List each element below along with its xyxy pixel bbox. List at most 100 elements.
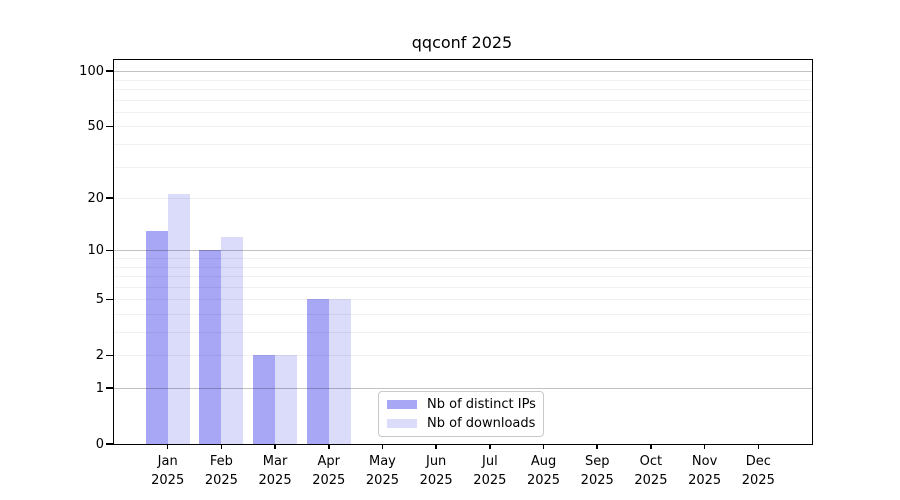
x-tick-label: Aug 2025 — [512, 452, 576, 490]
x-tick-year: 2025 — [312, 473, 346, 488]
y-tick-mark — [106, 354, 113, 356]
x-tick-month: Jul — [482, 454, 498, 469]
x-tick-label: Sep 2025 — [565, 452, 629, 490]
x-tick-mark — [489, 444, 491, 449]
gridline-minor — [114, 355, 812, 357]
x-tick-year: 2025 — [473, 473, 507, 488]
y-tick-label: 2 — [95, 347, 104, 363]
x-tick-year: 2025 — [688, 473, 722, 488]
bar-distinct-ips-feb — [199, 250, 222, 444]
legend-item-downloads: Nb of downloads — [387, 416, 535, 431]
x-tick-month: May — [369, 454, 396, 469]
x-tick-mark — [381, 444, 384, 449]
gridline-minor — [114, 313, 812, 315]
y-tick-mark — [106, 298, 113, 300]
y-tick-mark — [106, 70, 113, 72]
y-tick-mark — [106, 249, 113, 252]
y-tick-label: 100 — [79, 63, 104, 79]
x-tick-year: 2025 — [419, 473, 453, 488]
bar-distinct-ips-jan — [145, 230, 168, 444]
x-tick-label: Nov 2025 — [673, 452, 737, 490]
y-tick-label: 20 — [87, 190, 104, 206]
x-tick-label: Apr 2025 — [297, 452, 361, 490]
x-tick-label: Jan 2025 — [136, 452, 200, 490]
plot-area: 100 50 20 10 5 2 1 0 Jan 2025 Feb 2025 Mar 2025 Apr 202… — [79, 59, 813, 488]
y-tick-mark — [106, 197, 113, 199]
gridline-major — [114, 71, 812, 73]
x-tick-mark — [220, 444, 223, 449]
y-tick-mark — [106, 443, 113, 445]
gridline-minor — [114, 144, 812, 145]
y-tick-mark — [106, 125, 113, 128]
x-tick-year: 2025 — [204, 473, 238, 488]
legend-item-distinct-ips: Nb of distinct IPs — [387, 397, 536, 412]
bar-downloads-feb — [221, 236, 244, 444]
y-tick-mark — [106, 387, 113, 389]
x-tick-mark — [650, 444, 652, 449]
gridline-minor — [114, 257, 812, 259]
x-tick-year: 2025 — [258, 473, 292, 488]
gridline-minor — [114, 198, 812, 200]
x-tick-month: Jan — [157, 454, 178, 469]
legend-label-distinct-ips: Nb of distinct IPs — [427, 397, 536, 412]
gridline-minor — [114, 99, 812, 101]
bar-downloads-jan — [167, 194, 190, 444]
x-tick-year: 2025 — [151, 473, 185, 488]
x-tick-month: Nov — [691, 454, 718, 469]
x-tick-mark — [596, 444, 598, 449]
x-tick-mark — [274, 444, 276, 449]
y-tick-label: 1 — [95, 380, 104, 396]
gridline-minor — [114, 79, 812, 81]
x-tick-month: Sep — [584, 454, 610, 469]
x-tick-label: Mar 2025 — [243, 452, 307, 490]
gridline-minor — [114, 266, 812, 268]
gridline-minor — [114, 276, 812, 278]
x-tick-mark — [166, 444, 169, 449]
chart-title: qqconf 2025 — [411, 33, 513, 52]
x-tick-month: Mar — [262, 454, 288, 469]
x-tick-year: 2025 — [526, 473, 561, 488]
x-tick-month: Dec — [745, 454, 771, 469]
x-tick-label: May 2025 — [350, 452, 414, 490]
x-tick-label: Dec 2025 — [726, 452, 790, 490]
gridline-minor — [114, 126, 812, 128]
gridline-minor — [114, 332, 812, 333]
legend: Nb of distinct IPs Nb of downloads — [378, 391, 544, 437]
x-tick-mark — [542, 444, 545, 449]
y-tick-label: 5 — [95, 291, 104, 307]
gridline-major — [114, 388, 812, 389]
x-tick-mark — [328, 444, 330, 449]
gridline-minor — [114, 89, 812, 90]
bar-distinct-ips-mar — [253, 355, 276, 444]
bar-downloads-apr — [328, 299, 351, 444]
x-tick-year: 2025 — [365, 473, 399, 488]
x-tick-mark — [703, 444, 706, 449]
gridline-minor — [114, 166, 812, 168]
y-tick-label: 10 — [87, 242, 104, 258]
x-tick-mark — [757, 444, 760, 449]
x-tick-month: Oct — [639, 454, 663, 469]
x-tick-label: Jul 2025 — [458, 452, 522, 490]
bar-downloads-mar — [275, 355, 298, 444]
x-tick-year: 2025 — [741, 473, 775, 488]
x-tick-year: 2025 — [634, 473, 668, 488]
y-tick-label: 50 — [87, 118, 104, 134]
x-tick-month: Aug — [530, 454, 557, 469]
x-tick-mark — [435, 444, 437, 449]
x-tick-label: Oct 2025 — [619, 452, 683, 490]
gridline-major — [114, 250, 812, 252]
x-tick-label: Feb 2025 — [189, 452, 253, 490]
legend-swatch-downloads — [387, 419, 417, 428]
y-tick-label: 0 — [95, 436, 104, 452]
legend-label-downloads: Nb of downloads — [427, 416, 536, 431]
bar-distinct-ips-apr — [306, 299, 329, 444]
legend-swatch-distinct-ips — [387, 400, 417, 409]
x-tick-month: Feb — [209, 454, 233, 469]
gridline-minor — [114, 111, 812, 113]
gridline-minor — [114, 286, 812, 288]
x-tick-year: 2025 — [580, 473, 614, 488]
x-tick-month: Jun — [425, 454, 447, 469]
x-tick-label: Jun 2025 — [404, 452, 468, 490]
x-tick-month: Apr — [317, 454, 341, 469]
